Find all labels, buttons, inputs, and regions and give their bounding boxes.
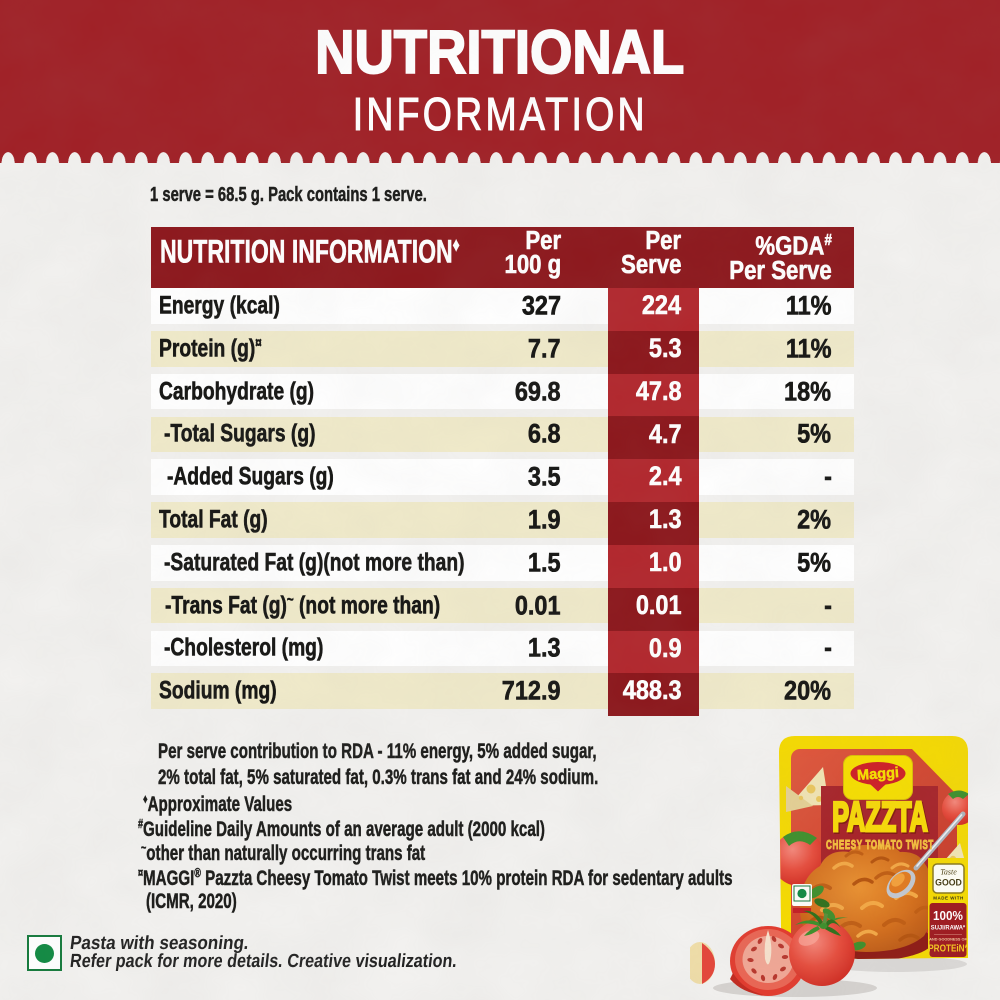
svg-text:PAZZTA: PAZZTA <box>832 795 928 841</box>
svg-text:100%: 100% <box>933 908 963 923</box>
svg-text:CHEESY TOMATO TWIST: CHEESY TOMATO TWIST <box>826 839 934 852</box>
svg-text:GOOD: GOOD <box>935 877 962 887</box>
svg-text:MADE WITH: MADE WITH <box>933 896 964 901</box>
svg-text:Maggi: Maggi <box>857 765 900 784</box>
svg-text:AND GOODNESS OF: AND GOODNESS OF <box>929 938 967 942</box>
svg-text:SUJI/RAWA*: SUJI/RAWA* <box>931 924 966 931</box>
svg-text:Taste: Taste <box>940 868 957 877</box>
svg-text:PROTEiN*: PROTEiN* <box>928 943 968 954</box>
